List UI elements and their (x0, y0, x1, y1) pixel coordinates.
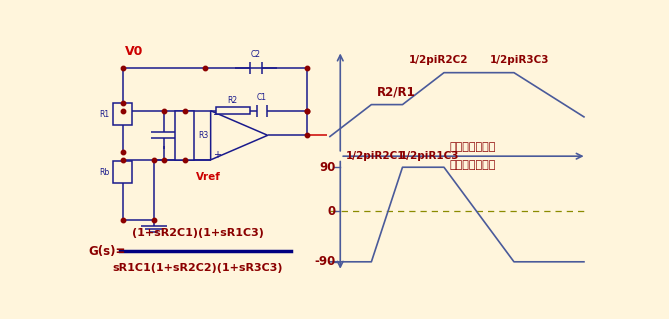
Text: (1+sR2C1)(1+sR1C3): (1+sR2C1)(1+sR1C3) (132, 228, 264, 239)
Text: +: + (213, 151, 221, 160)
Text: 1/2piR3C3: 1/2piR3C3 (490, 56, 549, 65)
Text: C2: C2 (251, 50, 261, 59)
Text: 1/2piR2C1: 1/2piR2C1 (345, 151, 405, 161)
Text: 0: 0 (328, 205, 336, 218)
Text: Vref: Vref (195, 172, 221, 182)
Text: 适用于传递函数: 适用于传递函数 (449, 143, 496, 152)
Text: R3: R3 (198, 131, 209, 140)
Bar (216, 107, 250, 115)
Text: Rb: Rb (99, 168, 109, 177)
Text: −: − (213, 110, 221, 120)
Text: 1/2piR1C3: 1/2piR1C3 (400, 151, 460, 161)
Bar (113, 161, 132, 183)
Text: C1: C1 (257, 93, 267, 102)
Text: V0: V0 (125, 45, 143, 58)
Text: C3: C3 (179, 122, 190, 131)
Text: 有双极点的补偿: 有双极点的补偿 (449, 160, 496, 170)
Text: -90: -90 (315, 255, 336, 268)
Text: G(s)=: G(s)= (89, 246, 126, 258)
Bar (175, 111, 194, 160)
Text: 90: 90 (320, 161, 336, 174)
Text: R2: R2 (227, 96, 237, 105)
Text: R1: R1 (99, 110, 109, 119)
Text: sR1C1(1+sR2C2)(1+sR3C3): sR1C1(1+sR2C2)(1+sR3C3) (112, 263, 283, 273)
Text: 1/2piR2C2: 1/2piR2C2 (409, 56, 468, 65)
Bar (113, 103, 132, 125)
Text: R2/R1: R2/R1 (377, 85, 415, 99)
